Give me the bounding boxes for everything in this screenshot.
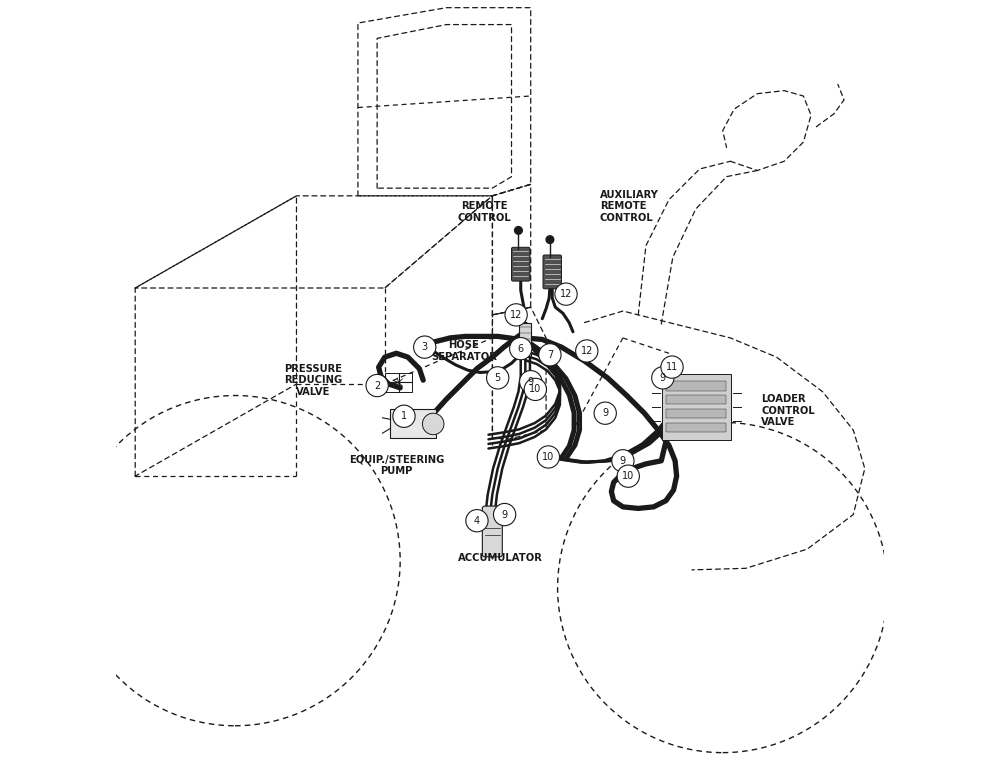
- Circle shape: [576, 339, 598, 362]
- FancyBboxPatch shape: [666, 382, 726, 391]
- Circle shape: [546, 236, 554, 243]
- Text: 12: 12: [510, 310, 522, 320]
- Text: 11: 11: [666, 362, 678, 372]
- Circle shape: [422, 413, 444, 435]
- Text: 7: 7: [547, 349, 553, 360]
- Circle shape: [393, 406, 415, 428]
- Circle shape: [555, 283, 577, 306]
- Text: 4: 4: [474, 515, 480, 526]
- Text: 3: 3: [422, 342, 428, 353]
- Text: 6: 6: [518, 343, 524, 354]
- Text: 9: 9: [660, 372, 666, 383]
- Circle shape: [524, 378, 546, 401]
- Circle shape: [537, 445, 560, 468]
- FancyBboxPatch shape: [662, 375, 731, 439]
- Text: ACCUMULATOR: ACCUMULATOR: [458, 553, 542, 563]
- FancyBboxPatch shape: [512, 247, 530, 281]
- Text: 9: 9: [620, 455, 626, 466]
- Text: 10: 10: [542, 452, 555, 462]
- Text: REMOTE
CONTROL: REMOTE CONTROL: [457, 201, 511, 223]
- Circle shape: [515, 227, 522, 234]
- Text: 5: 5: [495, 372, 501, 383]
- Circle shape: [487, 367, 509, 389]
- Text: 12: 12: [560, 289, 572, 300]
- FancyBboxPatch shape: [666, 396, 726, 405]
- Text: LOADER
CONTROL
VALVE: LOADER CONTROL VALVE: [761, 394, 815, 428]
- Circle shape: [510, 338, 532, 359]
- Text: 9: 9: [602, 408, 608, 419]
- Text: HOSE
SEPARATOR: HOSE SEPARATOR: [431, 340, 497, 362]
- Text: 1: 1: [401, 411, 407, 422]
- FancyBboxPatch shape: [666, 409, 726, 418]
- FancyBboxPatch shape: [390, 409, 436, 438]
- FancyBboxPatch shape: [482, 506, 502, 557]
- Circle shape: [414, 336, 436, 358]
- Circle shape: [594, 402, 616, 424]
- Text: 9: 9: [502, 509, 508, 520]
- Circle shape: [520, 371, 542, 393]
- Text: 2: 2: [374, 380, 380, 391]
- FancyBboxPatch shape: [543, 255, 561, 289]
- Circle shape: [652, 367, 674, 389]
- Text: 9: 9: [528, 376, 534, 387]
- Circle shape: [612, 449, 634, 472]
- Text: PRESSURE
REDUCING
VALVE: PRESSURE REDUCING VALVE: [284, 363, 343, 397]
- Text: 10: 10: [529, 384, 541, 395]
- Circle shape: [505, 303, 527, 326]
- FancyBboxPatch shape: [519, 323, 531, 356]
- Circle shape: [661, 356, 683, 379]
- Circle shape: [493, 504, 516, 525]
- Text: AUXILIARY
REMOTE
CONTROL: AUXILIARY REMOTE CONTROL: [600, 190, 659, 223]
- Text: EQUIP./STEERING
PUMP: EQUIP./STEERING PUMP: [349, 455, 444, 476]
- FancyBboxPatch shape: [666, 422, 726, 432]
- Circle shape: [466, 510, 488, 531]
- Circle shape: [617, 465, 639, 488]
- Circle shape: [366, 375, 388, 397]
- Circle shape: [539, 343, 561, 366]
- Text: 10: 10: [622, 471, 634, 482]
- Text: 12: 12: [581, 346, 593, 356]
